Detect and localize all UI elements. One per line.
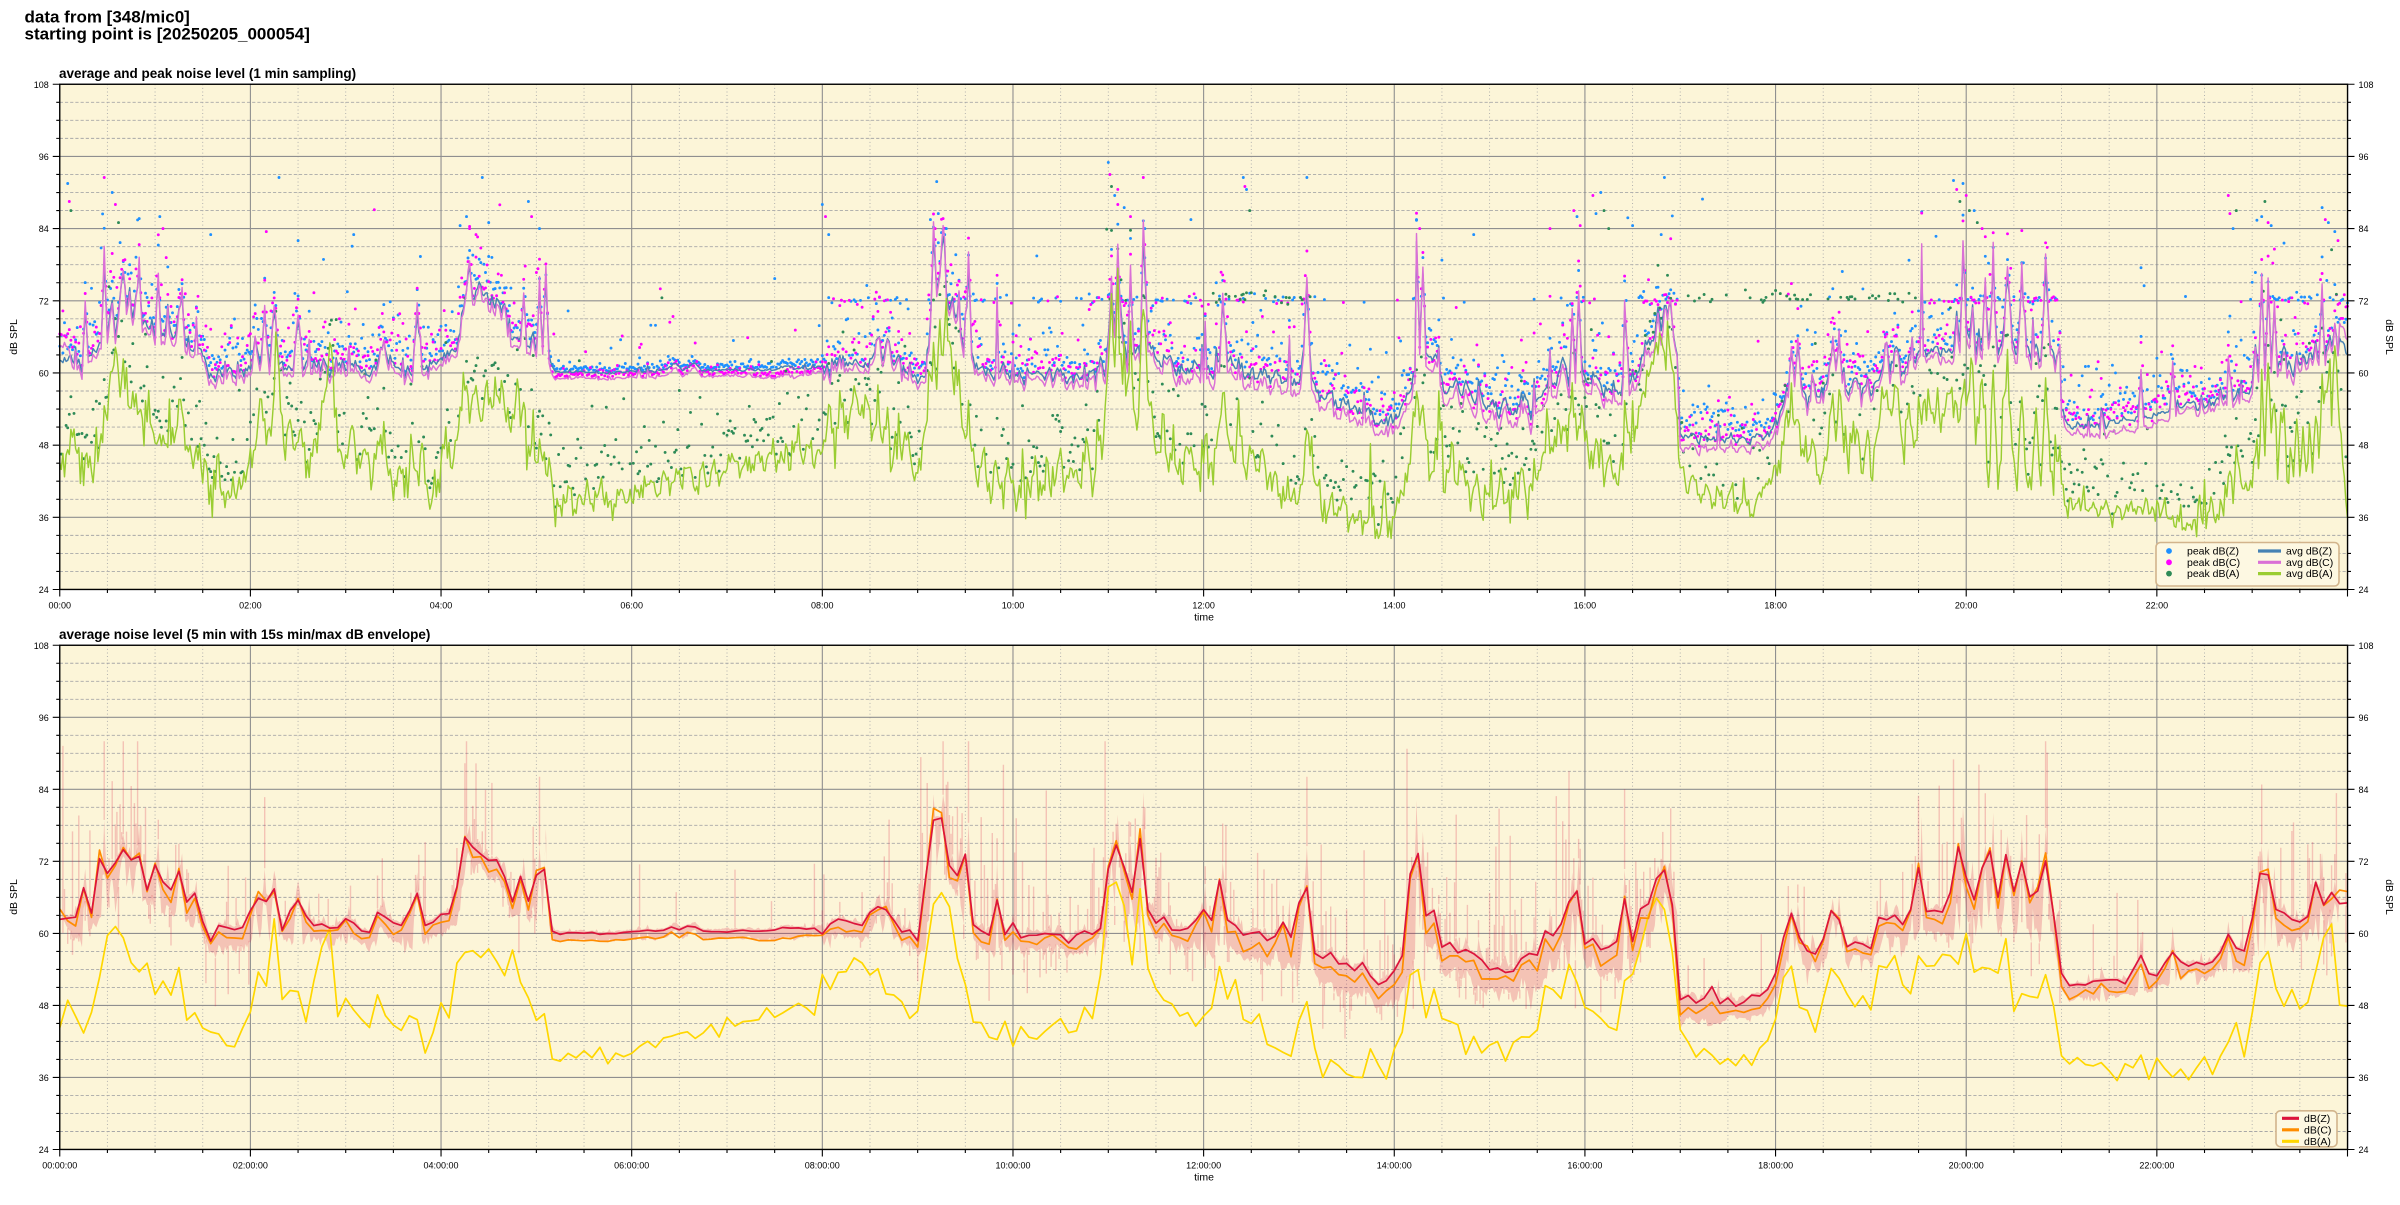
svg-text:84: 84 [2359,785,2369,795]
svg-text:avg dB(C): avg dB(C) [2286,557,2333,569]
svg-text:00:00: 00:00 [49,601,72,611]
svg-text:108: 108 [2359,80,2374,90]
svg-text:96: 96 [2359,152,2369,162]
svg-text:60: 60 [2359,369,2369,379]
svg-text:48: 48 [39,1001,49,1011]
svg-text:108: 108 [34,80,49,90]
svg-text:36: 36 [39,1073,49,1083]
svg-text:dB SPL: dB SPL [2383,319,2395,355]
svg-text:84: 84 [39,224,49,234]
svg-text:04:00:00: 04:00:00 [423,1161,458,1171]
svg-text:20:00:00: 20:00:00 [1949,1161,1984,1171]
svg-text:04:00: 04:00 [430,601,453,611]
svg-text:48: 48 [2359,441,2369,451]
svg-text:06:00: 06:00 [620,601,643,611]
svg-text:24: 24 [39,585,49,595]
svg-text:60: 60 [2359,929,2369,939]
svg-text:data from [348/mic0]: data from [348/mic0] [25,8,190,27]
svg-text:60: 60 [39,929,49,939]
svg-text:24: 24 [2359,585,2369,595]
svg-text:36: 36 [39,513,49,523]
svg-text:peak dB(Z): peak dB(Z) [2187,546,2239,558]
svg-text:12:00:00: 12:00:00 [1186,1161,1221,1171]
svg-text:96: 96 [2359,713,2369,723]
svg-text:12:00: 12:00 [1192,601,1215,611]
svg-text:average noise level (5 min wit: average noise level (5 min with 15s min/… [59,627,430,642]
svg-text:00:00:00: 00:00:00 [42,1161,77,1171]
svg-text:72: 72 [2359,857,2369,867]
svg-text:avg dB(A): avg dB(A) [2286,568,2333,580]
svg-text:time: time [1194,612,1214,624]
svg-text:84: 84 [39,785,49,795]
svg-text:02:00: 02:00 [239,601,262,611]
svg-text:48: 48 [39,441,49,451]
svg-text:72: 72 [39,296,49,306]
svg-text:dB SPL: dB SPL [8,879,20,915]
svg-text:dB(A): dB(A) [2304,1136,2331,1148]
svg-text:06:00:00: 06:00:00 [614,1161,649,1171]
svg-text:60: 60 [39,369,49,379]
svg-text:18:00:00: 18:00:00 [1758,1161,1793,1171]
svg-text:16:00:00: 16:00:00 [1567,1161,1602,1171]
svg-text:14:00: 14:00 [1383,601,1406,611]
svg-text:16:00: 16:00 [1574,601,1597,611]
svg-text:starting point is [20250205_00: starting point is [20250205_000054] [25,25,310,44]
svg-text:peak dB(A): peak dB(A) [2187,568,2240,580]
svg-text:36: 36 [2359,513,2369,523]
svg-text:72: 72 [39,857,49,867]
svg-text:dB(C): dB(C) [2304,1124,2331,1136]
svg-text:36: 36 [2359,1073,2369,1083]
svg-text:18:00: 18:00 [1764,601,1787,611]
svg-text:time: time [1194,1172,1214,1184]
svg-text:02:00:00: 02:00:00 [233,1161,268,1171]
svg-text:08:00:00: 08:00:00 [805,1161,840,1171]
svg-text:22:00:00: 22:00:00 [2139,1161,2174,1171]
svg-text:108: 108 [2359,641,2374,651]
svg-text:20:00: 20:00 [1955,601,1978,611]
svg-text:10:00: 10:00 [1002,601,1025,611]
svg-text:dB SPL: dB SPL [8,319,20,355]
svg-text:dB(Z): dB(Z) [2304,1113,2330,1125]
svg-text:72: 72 [2359,296,2369,306]
svg-text:14:00:00: 14:00:00 [1377,1161,1412,1171]
svg-text:22:00: 22:00 [2146,601,2169,611]
svg-text:average and peak noise level (: average and peak noise level (1 min samp… [59,66,356,81]
svg-text:84: 84 [2359,224,2369,234]
svg-text:avg dB(Z): avg dB(Z) [2286,546,2332,558]
svg-text:96: 96 [39,152,49,162]
svg-text:96: 96 [39,713,49,723]
svg-text:10:00:00: 10:00:00 [995,1161,1030,1171]
svg-text:dB SPL: dB SPL [2383,879,2395,915]
svg-text:48: 48 [2359,1001,2369,1011]
svg-text:24: 24 [2359,1145,2369,1155]
svg-text:08:00: 08:00 [811,601,834,611]
svg-text:24: 24 [39,1145,49,1155]
svg-text:peak dB(C): peak dB(C) [2187,557,2240,569]
svg-text:108: 108 [34,641,49,651]
